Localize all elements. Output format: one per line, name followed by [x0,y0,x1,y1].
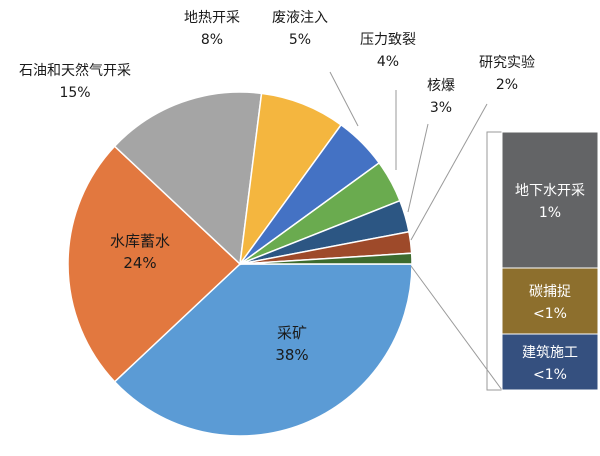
slice-name-7: 研究实验 [479,55,535,71]
slice-label-5: 压力致裂 4% [360,32,416,70]
pie-slice-0 [113,263,413,437]
pie-slice-2 [113,91,263,266]
breakdown-bracket [486,131,502,391]
breakdown-label-2: 建筑施工 <1% [522,345,578,383]
breakdown-bar-0 [501,131,599,269]
slice-name-1: 水库蓄水 [110,232,170,250]
slice-value-0: 38% [275,346,308,364]
slice-value-5: 4% [377,54,399,70]
leader-line-6 [407,123,429,213]
leader-line-8 [410,265,503,391]
breakdown-bar-1 [501,267,599,335]
pie-slice-1 [67,145,242,383]
slice-label-2: 石油和天然气开采 15% [19,62,131,101]
breakdown-value-0: 1% [539,205,561,221]
leader-line-4 [329,71,359,127]
slice-value-1: 24% [123,254,156,272]
slice-name-6: 核爆 [427,78,455,94]
slice-label-0: 采矿 38% [275,324,308,364]
slice-name-3: 地热开采 [184,10,240,26]
slice-name-2: 石油和天然气开采 [19,62,131,79]
breakdown-value-1: <1% [533,306,567,322]
breakdown-name-1: 碳捕捉 [529,284,571,300]
slice-value-2: 15% [59,85,90,101]
breakdown-bar-2 [501,333,599,391]
slice-label-7: 研究实验 2% [479,55,535,93]
slice-label-4: 废液注入 5% [272,10,328,48]
slice-name-5: 压力致裂 [360,32,416,48]
slice-value-4: 5% [289,32,311,48]
slice-value-6: 3% [430,100,452,116]
slice-name-4: 废液注入 [272,10,328,26]
slice-label-6: 核爆 3% [427,78,455,116]
leader-line-7 [410,103,488,241]
slice-label-1: 水库蓄水 24% [110,232,170,272]
breakdown-label-0: 地下水开采 1% [515,183,585,221]
breakdown-name-0: 地下水开采 [515,183,585,199]
slice-value-3: 8% [201,32,223,48]
breakdown-label-1: 碳捕捉 <1% [529,284,571,322]
breakdown-name-2: 建筑施工 [522,345,578,361]
slice-name-0: 采矿 [277,324,307,342]
pie-slice-8 [239,252,413,265]
slice-label-3: 地热开采 8% [184,10,240,48]
slice-value-7: 2% [496,77,518,93]
breakdown-value-2: <1% [533,367,567,383]
